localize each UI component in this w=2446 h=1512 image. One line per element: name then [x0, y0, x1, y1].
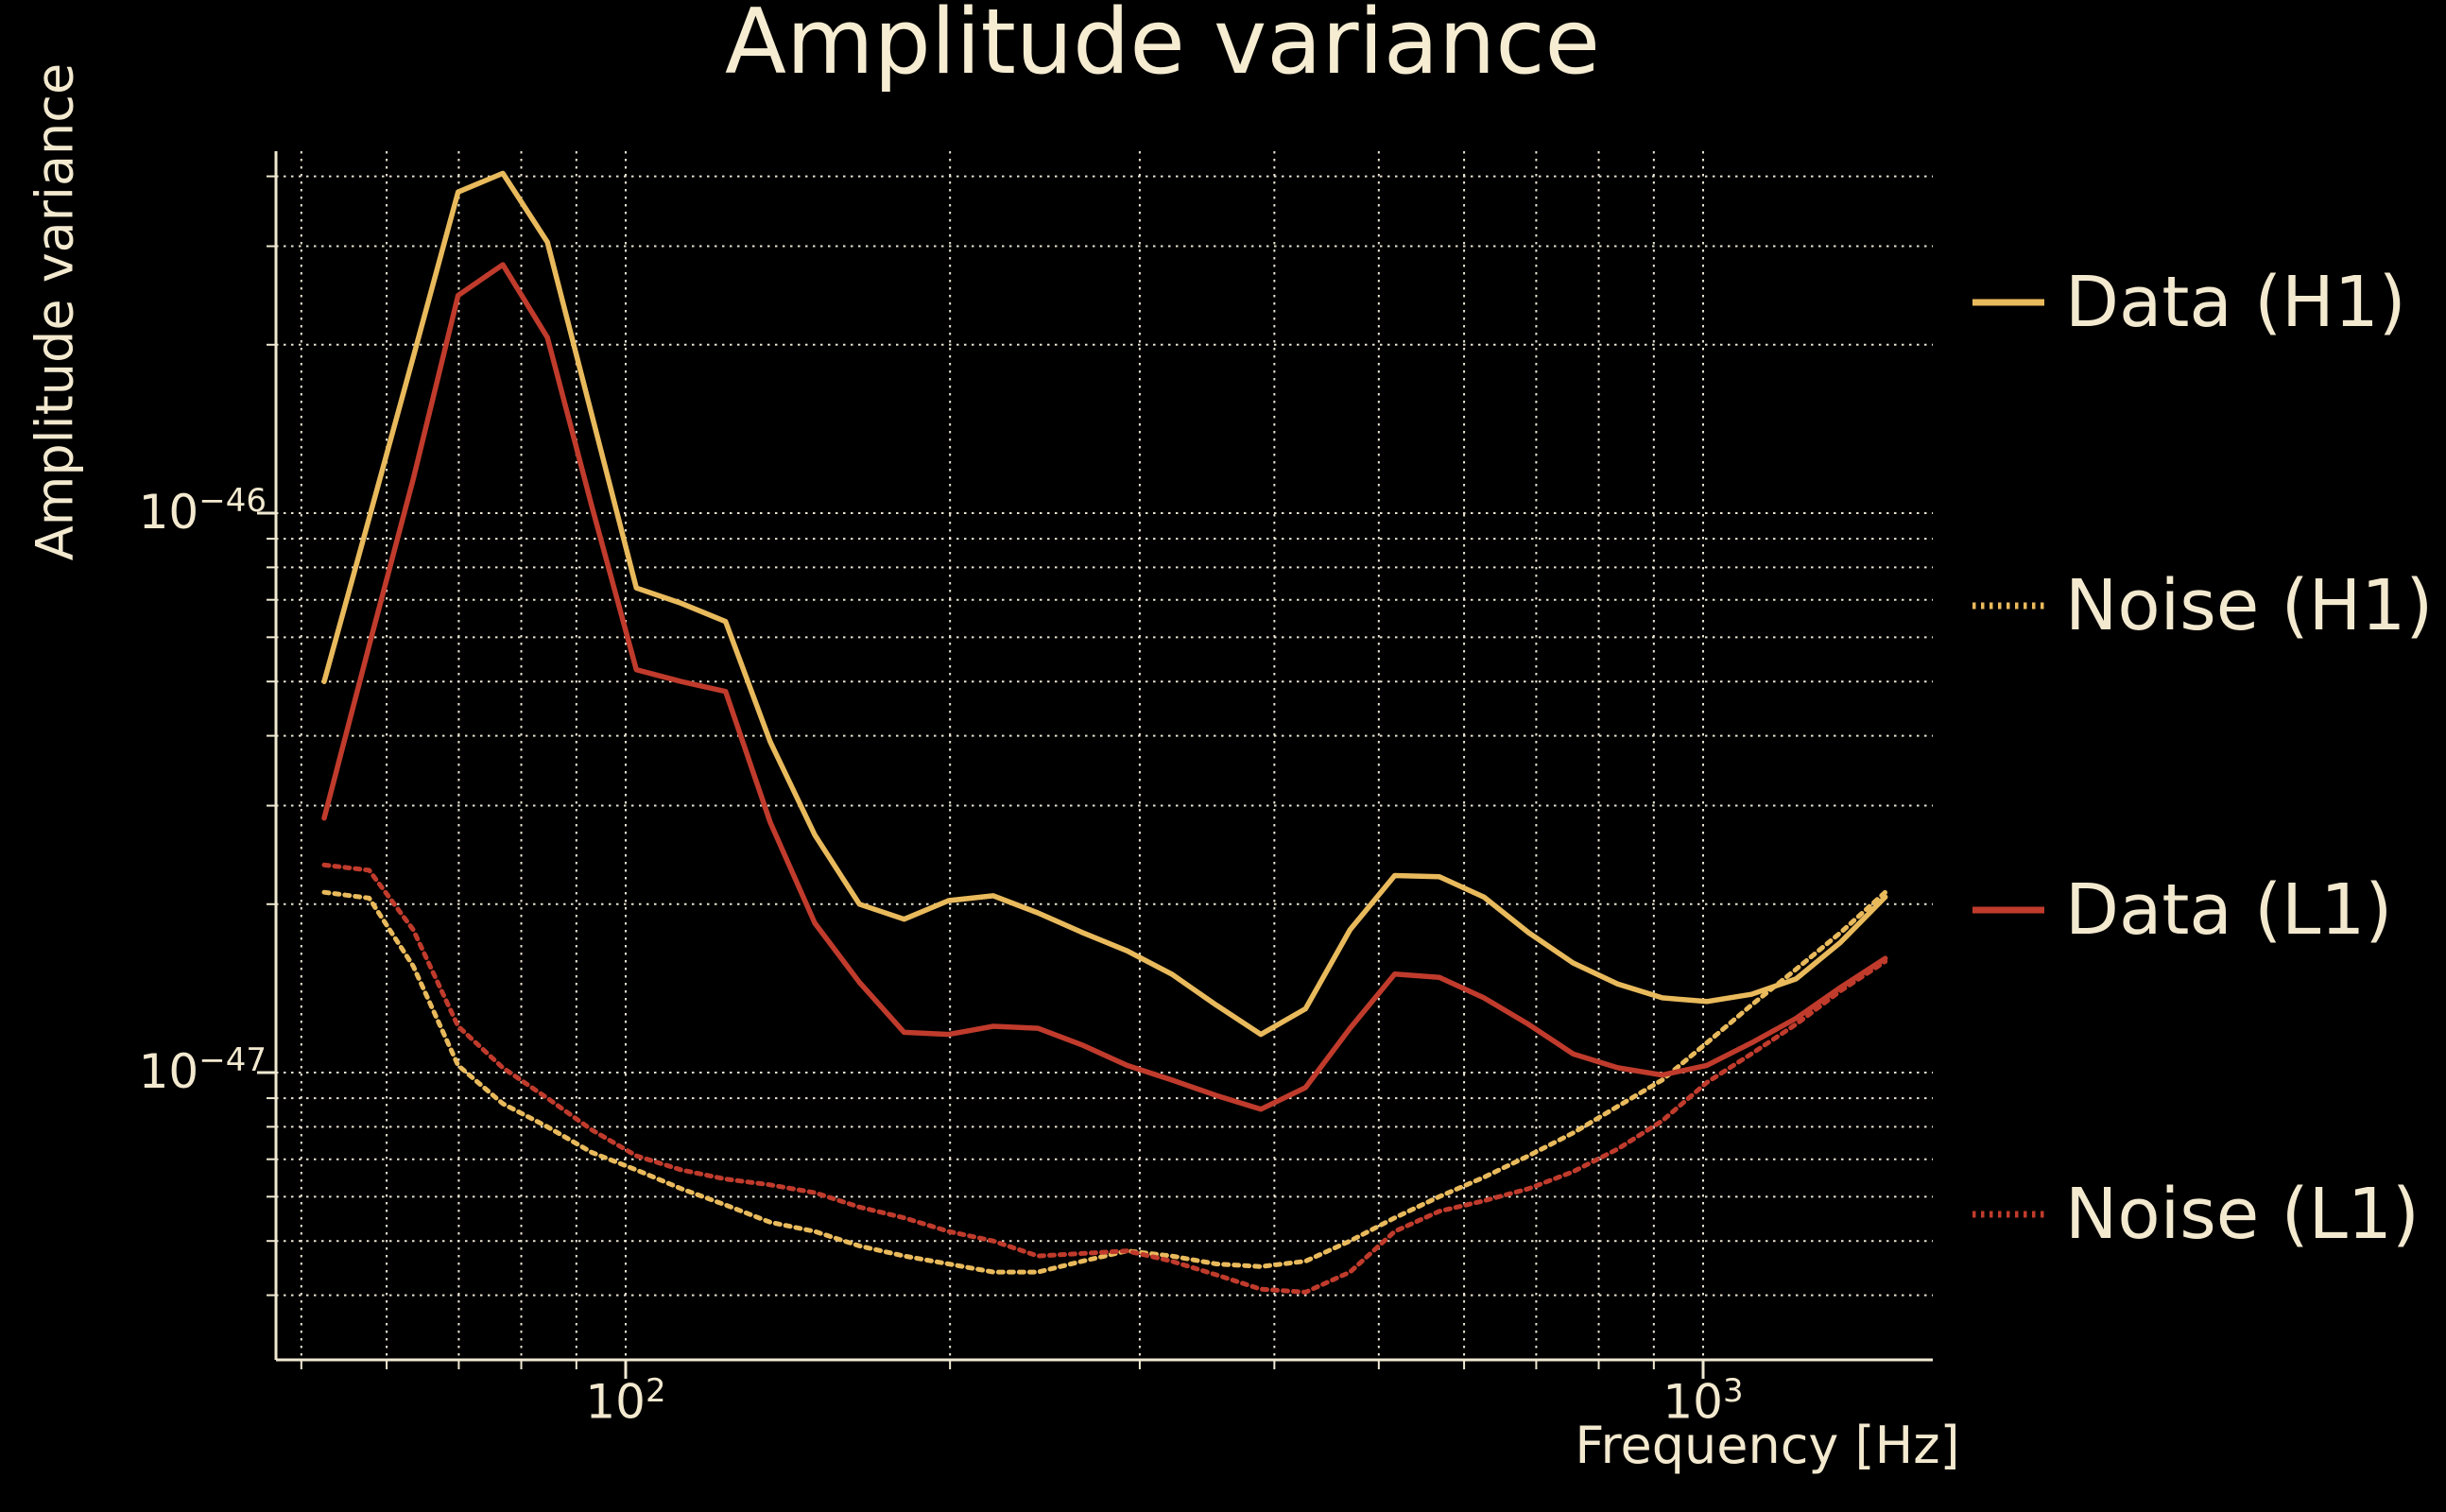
- legend-label: Data (H1): [2065, 262, 2406, 343]
- legend-line-noise-h1: [1972, 602, 2044, 610]
- legend-label: Noise (L1): [2065, 1174, 2420, 1255]
- legend-item-data-l1: Data (L1): [1971, 869, 2392, 951]
- legend-item-noise-h1: Noise (H1): [1971, 565, 2433, 646]
- xtick-1000: 103: [1662, 1372, 1744, 1430]
- xtick-100: 102: [585, 1372, 666, 1430]
- gridlines: [276, 151, 1933, 1360]
- x-axis-label: Frequency [Hz]: [1575, 1416, 1960, 1475]
- legend-line-data-h1: [1972, 299, 2044, 306]
- ytick-1e-46: 10−46: [138, 482, 267, 540]
- data-curves: [321, 170, 1888, 1295]
- axis-ticks: [257, 175, 1705, 1379]
- legend-label: Data (L1): [2065, 869, 2393, 951]
- axis-spines: [274, 151, 1933, 1362]
- ytick-1e-47: 10−47: [138, 1041, 267, 1099]
- chart-title: Amplitude variance: [724, 0, 1601, 94]
- y-axis-label: Amplitude variance: [25, 62, 85, 561]
- legend-item-noise-l1: Noise (L1): [1971, 1174, 2420, 1255]
- legend-item-data-h1: Data (H1): [1971, 262, 2406, 343]
- legend-line-data-l1: [1972, 906, 2044, 914]
- legend-line-noise-l1: [1972, 1211, 2044, 1218]
- legend-label: Noise (H1): [2065, 565, 2434, 646]
